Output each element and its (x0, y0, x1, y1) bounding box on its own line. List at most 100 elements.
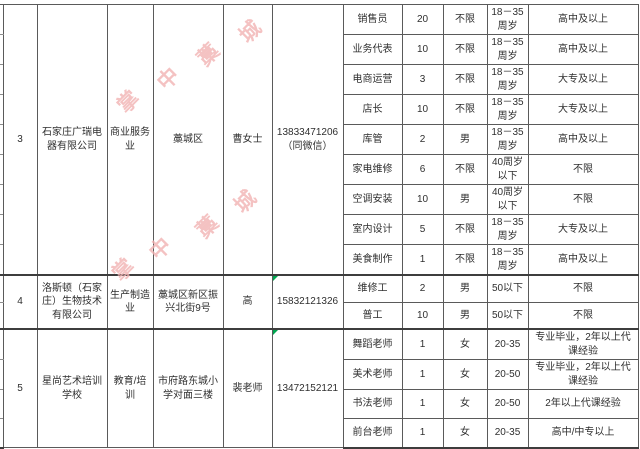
cropped-edge-cell (0, 184, 4, 215)
address-cell: 藁城区 (152, 4, 224, 276)
age-cell: 18－35周岁 (486, 64, 529, 95)
table-row: 店长 10 不限 18－35周岁 大专及以上 (0, 94, 639, 125)
gender-cell: 男 (442, 184, 488, 215)
job-title-cell: 空调安装 (342, 184, 403, 215)
table-row: 3 石家庄广瑞电器有限公司 商业服务业 藁城区 曹女士 13833471206（… (0, 4, 639, 276)
age-cell: 20-50 (486, 359, 529, 390)
table-row: 书法老师 1 女 20-50 2年以上代课经验 (0, 389, 639, 419)
education-cell: 高中及以上 (527, 4, 639, 35)
contact-cell: 高 (222, 274, 273, 330)
education-cell: 不限 (527, 301, 639, 330)
education-cell: 高中及以上 (527, 244, 639, 276)
age-cell: 40周岁以下 (486, 154, 529, 185)
row-number-cell: 3 (2, 4, 38, 276)
gender-cell: 不限 (442, 34, 488, 65)
age-cell: 50以下 (486, 301, 529, 330)
address-cell: 市府路东城小学对面三楼 (152, 328, 224, 448)
cropped-edge-cell (0, 34, 4, 65)
education-cell: 大专及以上 (527, 64, 639, 95)
cropped-edge-cell (0, 418, 4, 449)
job-title-cell: 库管 (342, 124, 403, 155)
education-cell: 高中及以上 (527, 34, 639, 65)
phone-cell: 13833471206（同微信） (271, 4, 344, 276)
headcount-cell: 10 (401, 301, 444, 330)
job-listing-table: 3 石家庄广瑞电器有限公司 商业服务业 藁城区 曹女士 13833471206（… (0, 4, 639, 449)
phone-cell: 15832121326 (271, 274, 344, 330)
age-cell: 40周岁以下 (486, 184, 529, 215)
gender-cell: 女 (442, 389, 488, 419)
age-cell: 18－35周岁 (486, 214, 529, 245)
gender-cell: 不限 (442, 244, 488, 276)
job-title-cell: 美术老师 (342, 359, 403, 390)
gender-cell: 女 (442, 328, 488, 360)
education-cell: 专业毕业，2年以上代课经验 (527, 359, 639, 390)
headcount-cell: 10 (401, 184, 444, 215)
headcount-cell: 1 (401, 244, 444, 276)
education-cell: 高中及以上 (527, 124, 639, 155)
education-cell: 专业毕业，2年以上代课经验 (527, 328, 639, 360)
headcount-cell: 1 (401, 359, 444, 390)
cropped-edge-cell (0, 154, 4, 185)
job-title-cell: 店长 (342, 94, 403, 125)
age-cell: 18－35周岁 (486, 244, 529, 276)
age-cell: 20-50 (486, 389, 529, 419)
table-row: 美术老师 1 女 20-50 专业毕业，2年以上代课经验 (0, 359, 639, 390)
gender-cell: 男 (442, 274, 488, 303)
gender-cell: 不限 (442, 154, 488, 185)
excel-green-corner-icon (272, 276, 278, 281)
job-title-cell: 家电维修 (342, 154, 403, 185)
phone-number: 13472152121 (276, 382, 339, 394)
gender-cell: 不限 (442, 64, 488, 95)
education-cell: 大专及以上 (527, 94, 639, 125)
job-title-cell: 维修工 (342, 274, 403, 303)
gender-cell: 不限 (442, 4, 488, 35)
cropped-edge-cell (0, 359, 4, 390)
row-number-cell: 5 (2, 328, 38, 448)
excel-green-corner-icon (272, 330, 278, 335)
table-row: 空调安装 10 男 40周岁以下 不限 (0, 184, 639, 215)
job-title-cell: 前台老师 (342, 418, 403, 449)
table-row: 库管 2 男 18－35周岁 高中及以上 (0, 124, 639, 155)
cropped-edge-cell (0, 214, 4, 245)
contact-cell: 曹女士 (222, 4, 273, 276)
education-cell: 不限 (527, 274, 639, 303)
age-cell: 18－35周岁 (486, 124, 529, 155)
cropped-edge-cell (0, 302, 4, 330)
job-title-cell: 业务代表 (342, 34, 403, 65)
job-title-cell: 舞蹈老师 (342, 328, 403, 360)
headcount-cell: 10 (401, 94, 444, 125)
job-title-cell: 美食制作 (342, 244, 403, 276)
age-cell: 20-35 (486, 418, 529, 449)
table-row: 室内设计 5 不限 18－35周岁 大专及以上 (0, 214, 639, 245)
company-cell: 石家庄广瑞电器有限公司 (36, 4, 108, 276)
headcount-cell: 1 (401, 418, 444, 449)
education-cell: 大专及以上 (527, 214, 639, 245)
headcount-cell: 5 (401, 214, 444, 245)
cropped-edge-cell (0, 124, 4, 155)
job-title-cell: 销售员 (342, 4, 403, 35)
cropped-edge-cell (0, 389, 4, 419)
headcount-cell: 2 (401, 124, 444, 155)
headcount-cell: 10 (401, 34, 444, 65)
table-row: 美食制作 1 不限 18－35周岁 高中及以上 (0, 244, 639, 276)
cropped-edge-cell (0, 64, 4, 95)
row-number-cell: 4 (2, 274, 38, 330)
education-cell: 高中/中专以上 (527, 418, 639, 449)
gender-cell: 不限 (442, 94, 488, 125)
industry-cell: 商业服务业 (106, 4, 154, 276)
headcount-cell: 20 (401, 4, 444, 35)
industry-cell: 教育/培训 (106, 328, 154, 448)
contact-cell: 裴老师 (222, 328, 273, 448)
cropped-edge-cell (0, 94, 4, 125)
gender-cell: 女 (442, 359, 488, 390)
company-cell: 星尚艺术培训学校 (36, 328, 108, 448)
education-cell: 不限 (527, 154, 639, 185)
cropped-edge-cell (0, 244, 4, 276)
company-cell: 洛斯顿（石家庄）生物技术有限公司 (36, 274, 108, 330)
age-cell: 18－35周岁 (486, 94, 529, 125)
table-row: 5 星尚艺术培训学校 教育/培训 市府路东城小学对面三楼 裴老师 1347215… (0, 328, 639, 448)
address-cell: 藁城区新区振兴北街9号 (152, 274, 224, 330)
headcount-cell: 2 (401, 274, 444, 303)
table-row: 家电维修 6 不限 40周岁以下 不限 (0, 154, 639, 185)
job-title-cell: 普工 (342, 301, 403, 330)
